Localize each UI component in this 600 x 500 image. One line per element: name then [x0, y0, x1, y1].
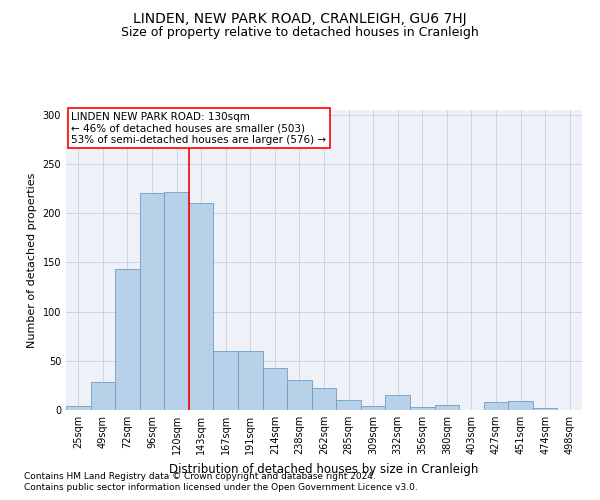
Bar [164, 192, 189, 410]
Bar [115, 270, 140, 410]
Bar [385, 395, 410, 410]
Bar [508, 401, 533, 410]
Text: Contains public sector information licensed under the Open Government Licence v3: Contains public sector information licen… [24, 484, 418, 492]
Text: Contains HM Land Registry data © Crown copyright and database right 2024.: Contains HM Land Registry data © Crown c… [24, 472, 376, 481]
Text: LINDEN, NEW PARK ROAD, CRANLEIGH, GU6 7HJ: LINDEN, NEW PARK ROAD, CRANLEIGH, GU6 7H… [133, 12, 467, 26]
Bar [238, 351, 263, 410]
Bar [410, 407, 434, 410]
Text: Size of property relative to detached houses in Cranleigh: Size of property relative to detached ho… [121, 26, 479, 39]
Bar [533, 408, 557, 410]
Bar [140, 192, 164, 410]
Bar [263, 368, 287, 410]
Bar [214, 351, 238, 410]
Bar [361, 406, 385, 410]
Bar [91, 382, 115, 410]
Bar [434, 405, 459, 410]
Bar [336, 400, 361, 410]
Bar [484, 402, 508, 410]
Y-axis label: Number of detached properties: Number of detached properties [27, 172, 37, 348]
X-axis label: Distribution of detached houses by size in Cranleigh: Distribution of detached houses by size … [169, 462, 479, 475]
Bar [312, 388, 336, 410]
Text: LINDEN NEW PARK ROAD: 130sqm
← 46% of detached houses are smaller (503)
53% of s: LINDEN NEW PARK ROAD: 130sqm ← 46% of de… [71, 112, 326, 144]
Bar [287, 380, 312, 410]
Bar [66, 406, 91, 410]
Bar [189, 204, 214, 410]
